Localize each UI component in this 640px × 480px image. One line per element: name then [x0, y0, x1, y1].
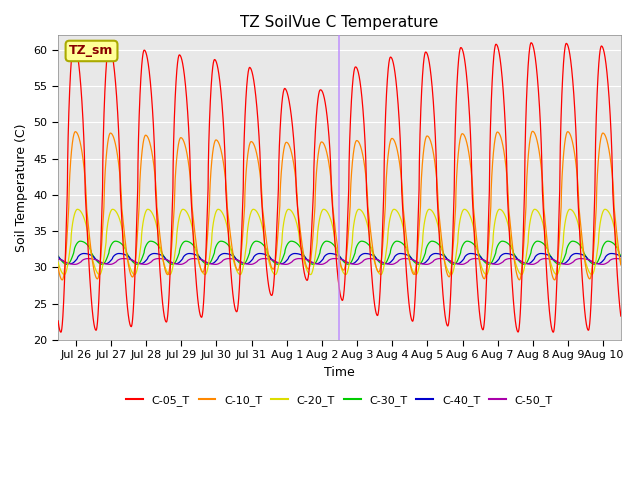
Legend: C-05_T, C-10_T, C-20_T, C-30_T, C-40_T, C-50_T: C-05_T, C-10_T, C-20_T, C-30_T, C-40_T, …: [122, 391, 557, 410]
X-axis label: Time: Time: [324, 366, 355, 379]
Y-axis label: Soil Temperature (C): Soil Temperature (C): [15, 123, 28, 252]
Text: TZ_sm: TZ_sm: [69, 45, 114, 58]
Title: TZ SoilVue C Temperature: TZ SoilVue C Temperature: [240, 15, 438, 30]
